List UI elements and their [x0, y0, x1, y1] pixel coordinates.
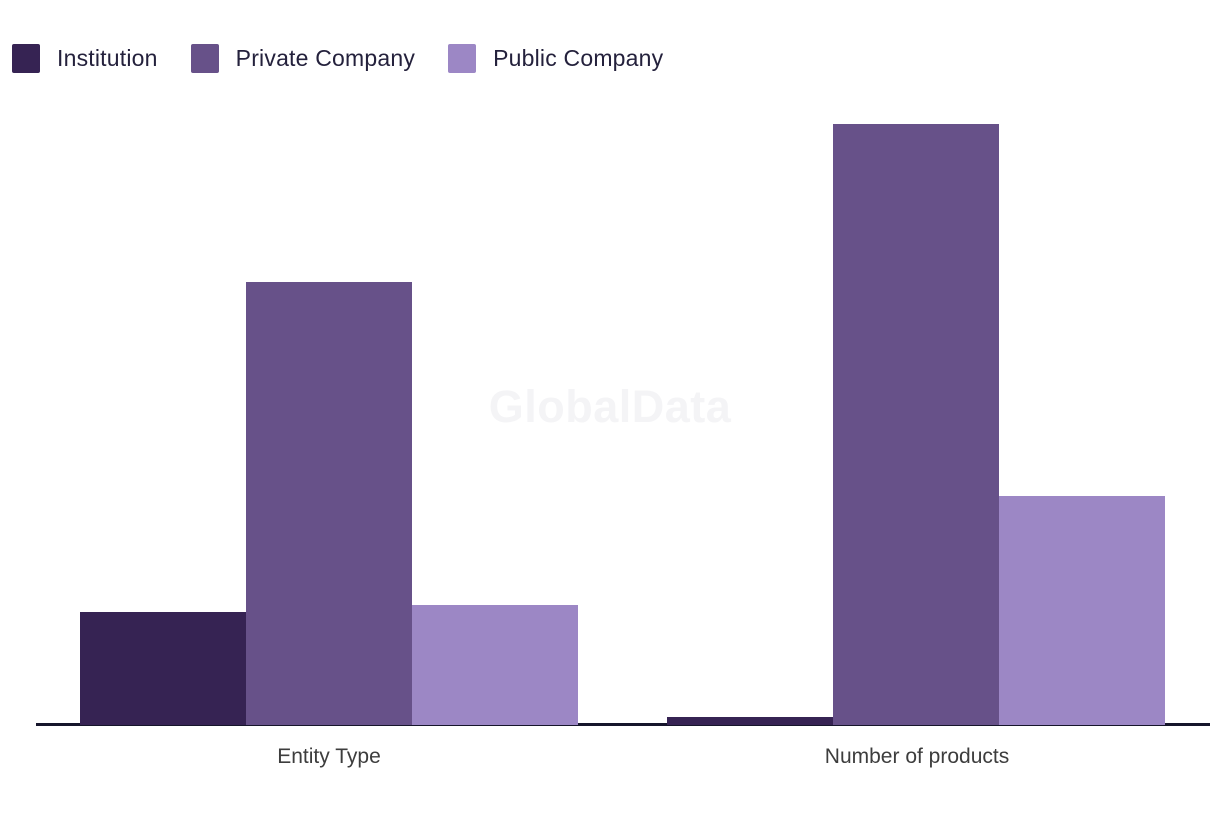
- legend-item-private-company: Private Company: [190, 44, 416, 73]
- bar-number-of-products-institution: [667, 717, 833, 725]
- x-axis-label-entity-type: Entity Type: [277, 745, 381, 768]
- legend-swatch-private-company: [190, 44, 219, 73]
- legend-label-institution: Institution: [57, 45, 158, 71]
- bar-number-of-products-private-company: [833, 124, 999, 725]
- x-axis-label-number-of-products: Number of products: [824, 745, 1010, 768]
- legend-swatch-institution: [12, 44, 40, 73]
- x-axis-line: [36, 723, 1210, 726]
- legend-label-public-company: Public Company: [493, 45, 664, 71]
- legend-item-institution: Institution: [12, 44, 158, 73]
- legend: Institution Private Company Public Compa…: [12, 44, 663, 73]
- legend-label-private-company: Private Company: [235, 45, 416, 71]
- legend-item-public-company: Public Company: [448, 44, 663, 73]
- bar-entity-type-public-company: [412, 605, 578, 725]
- bar-entity-type-private-company: [246, 282, 412, 725]
- bar-entity-type-institution: [80, 612, 246, 725]
- bar-number-of-products-public-company: [999, 496, 1165, 725]
- watermark: GlobalData: [488, 381, 732, 432]
- legend-swatch-public-company: [448, 44, 477, 73]
